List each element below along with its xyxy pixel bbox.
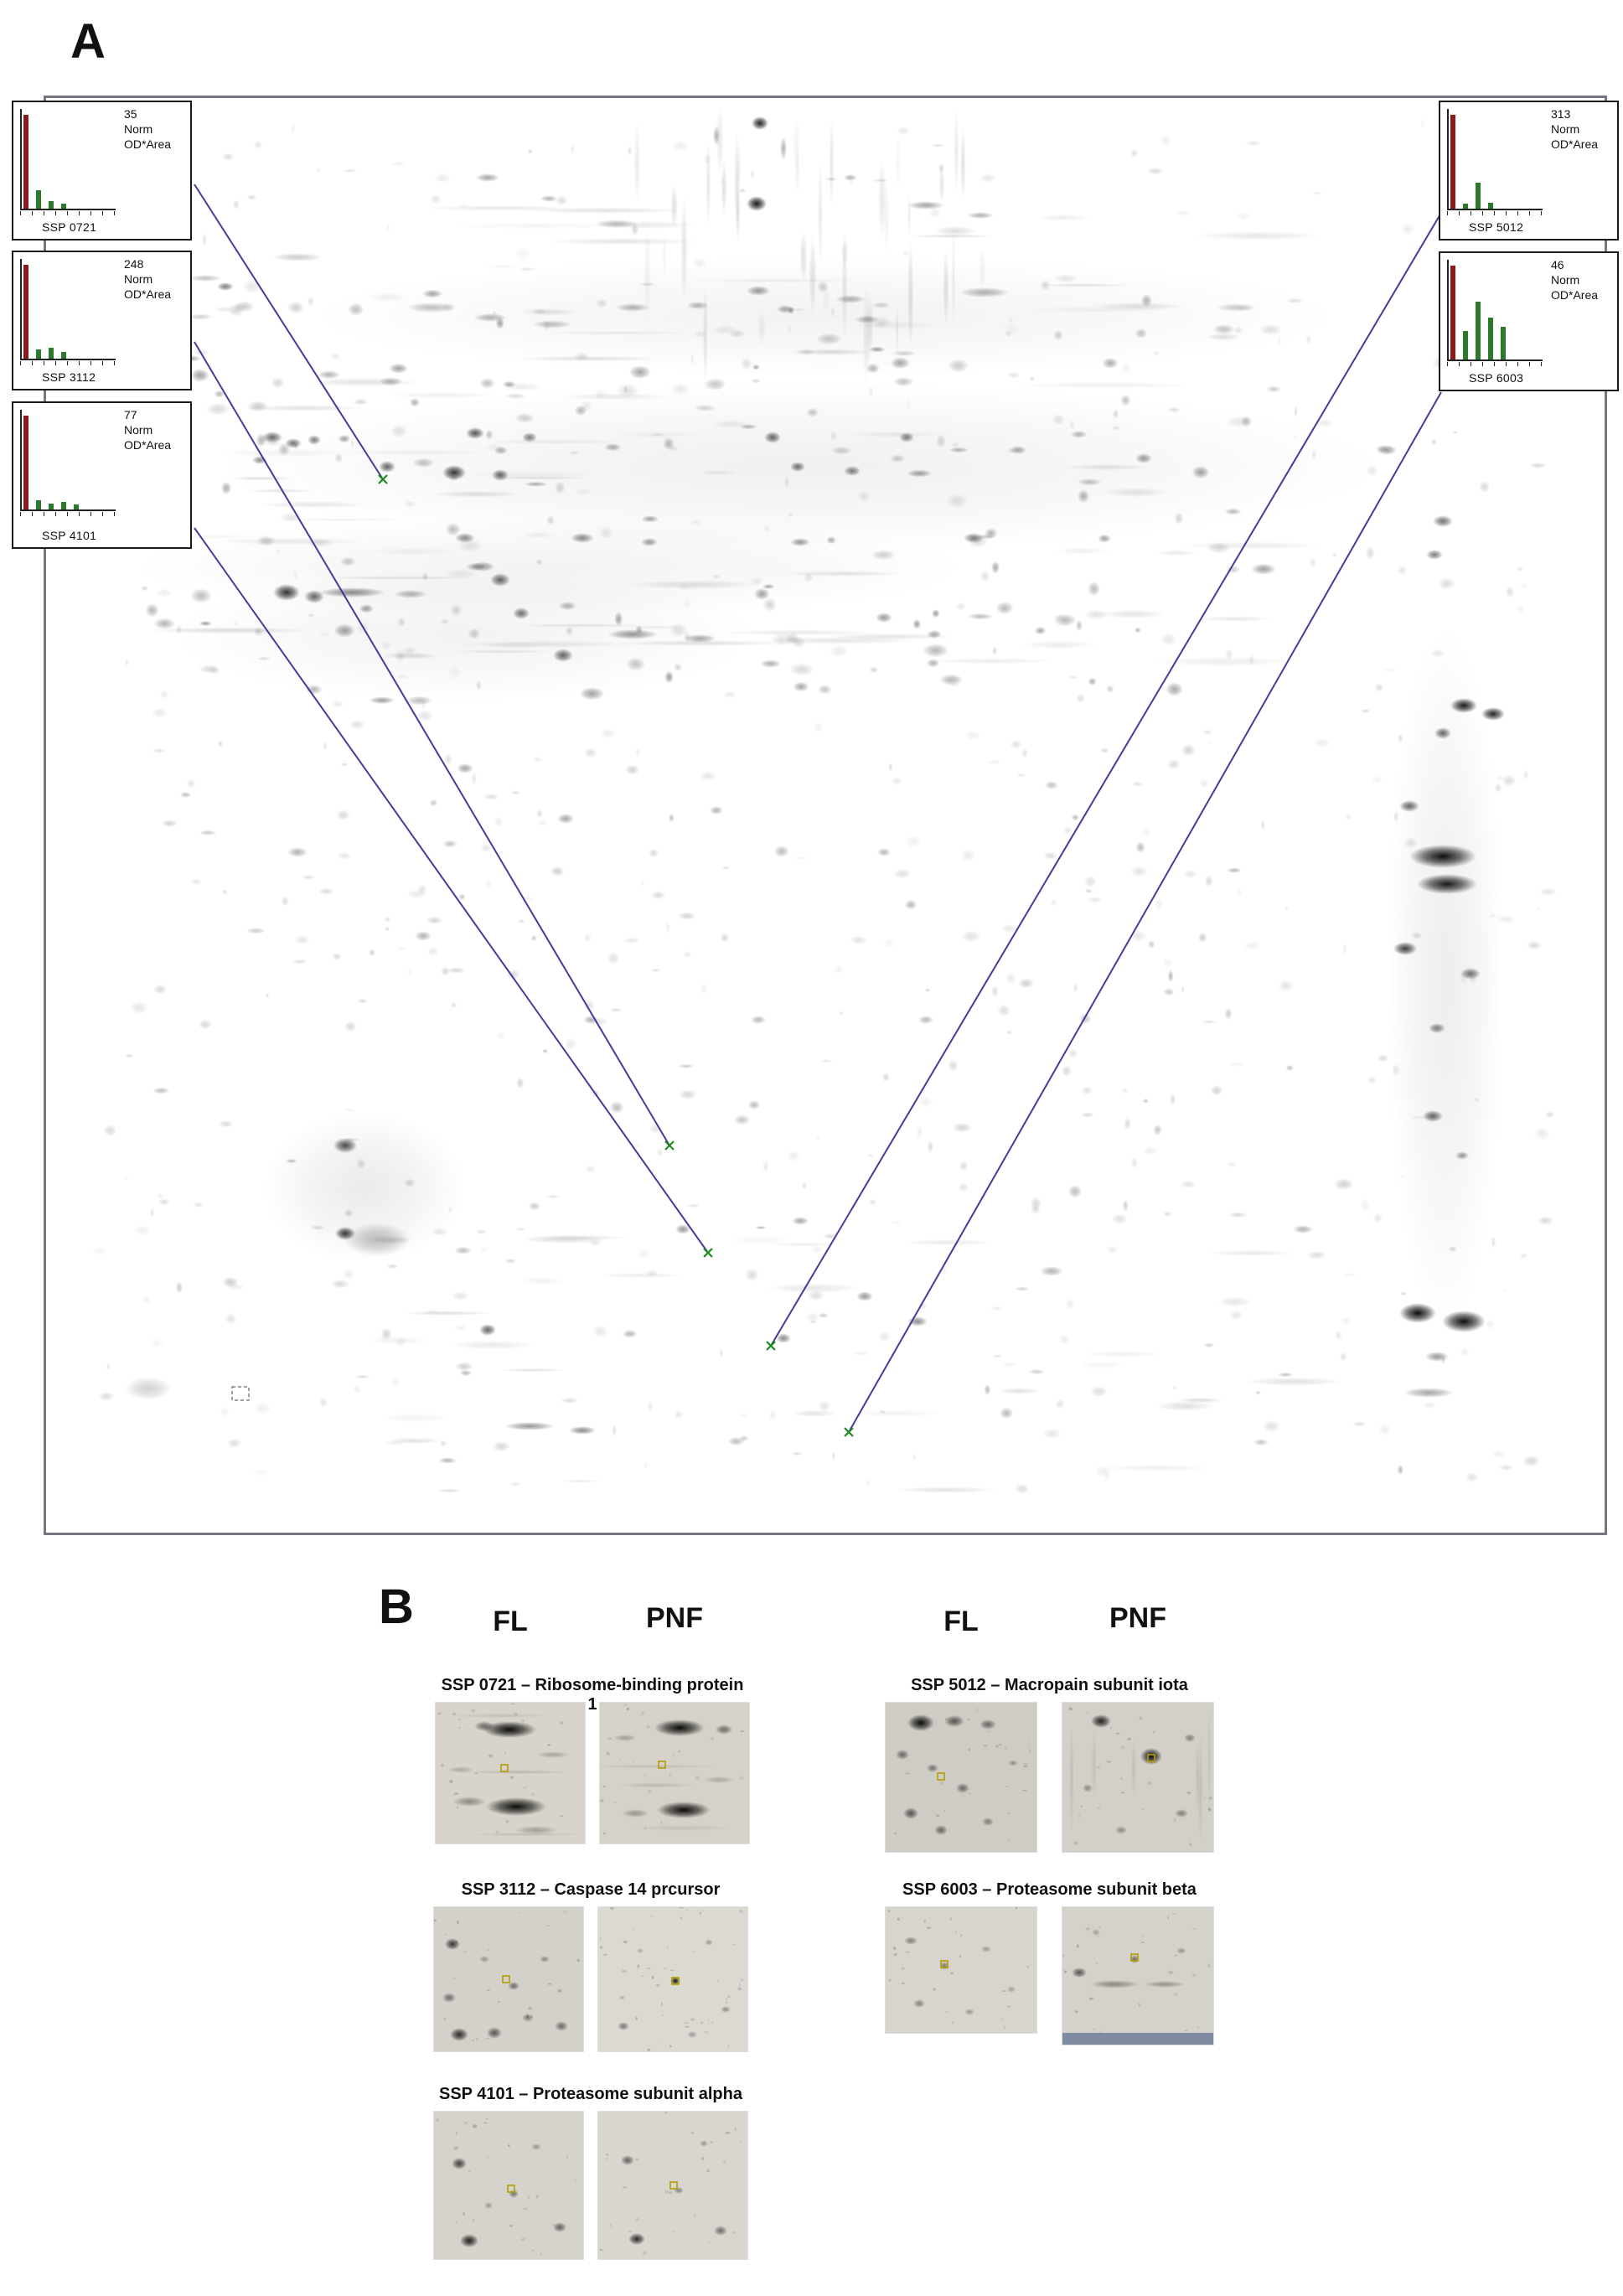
- chart-ticks: [1447, 362, 1543, 366]
- chart-ticks: [20, 361, 116, 365]
- crop-title-ssp6003: SSP 6003 – Proteasome subunit beta: [902, 1880, 1197, 1899]
- inset-bar-chart: [18, 408, 121, 517]
- ssp-label: SSP 6003: [1469, 371, 1524, 385]
- unit-label: OD*Area: [1551, 137, 1599, 151]
- norm-label: Norm: [1551, 273, 1580, 287]
- norm-label: Norm: [124, 272, 153, 286]
- chart-ticks: [20, 211, 116, 215]
- gel-crop-ssp3112-pnf: [598, 1907, 747, 2051]
- unit-label: OD*Area: [124, 137, 172, 151]
- ssp-label: SSP 4101: [42, 529, 97, 542]
- column-header-pnf-left: PNF: [646, 1602, 703, 1634]
- panel-b-label: B: [379, 1580, 414, 1634]
- unit-label: OD*Area: [124, 287, 172, 301]
- chart-y-axis: [20, 410, 22, 511]
- crop-title-ssp3112: SSP 3112 – Caspase 14 prcursor: [461, 1880, 721, 1899]
- spot-value: 248: [124, 257, 144, 271]
- quant-inset-ssp3112: 248 Norm OD*Area SSP 3112: [12, 251, 192, 390]
- spot-connector-overlay: [194, 184, 1442, 1437]
- norm-label: Norm: [1551, 122, 1580, 136]
- ssp-label: SSP 0721: [42, 220, 97, 234]
- ssp-label: SSP 3112: [42, 370, 96, 384]
- gel-crop-ssp5012-fl: [886, 1703, 1036, 1852]
- gel-crop-ssp3112-fl: [434, 1907, 583, 2051]
- gel-crop-ssp6003-fl: [886, 1907, 1036, 2033]
- chart-ticks: [20, 512, 116, 516]
- unit-label: OD*Area: [1551, 288, 1599, 302]
- crop-title-ssp0721: SSP 0721 – Ribosome-binding protein 1: [441, 1676, 744, 1714]
- gel-crop-ssp0721-pnf: [600, 1703, 749, 1844]
- inset-bar-chart: [1445, 107, 1548, 216]
- spot-value: 77: [124, 408, 137, 421]
- norm-label: Norm: [124, 423, 153, 437]
- column-header-fl-left: FL: [493, 1606, 528, 1637]
- unit-label: OD*Area: [124, 438, 172, 452]
- panel-a-label: A: [70, 14, 106, 69]
- spot-value: 35: [124, 107, 137, 121]
- inset-bar-chart: [1445, 258, 1548, 367]
- chart-x-axis: [1447, 209, 1543, 210]
- gel-crop-ssp0721-fl: [436, 1703, 585, 1844]
- chart-y-axis: [20, 259, 22, 360]
- quant-inset-ssp6003: 46 Norm OD*Area SSP 6003: [1439, 251, 1619, 391]
- gel-crop-ssp4101-pnf: [598, 2112, 747, 2259]
- gel-2de-panel: [44, 96, 1607, 1535]
- quant-inset-ssp4101: 77 Norm OD*Area SSP 4101: [12, 401, 192, 549]
- gel-crop-ssp6003-pnf: [1062, 1907, 1213, 2045]
- column-header-pnf-right: PNF: [1109, 1602, 1166, 1634]
- chart-x-axis: [20, 509, 116, 511]
- quant-inset-ssp5012: 313 Norm OD*Area SSP 5012: [1439, 101, 1619, 240]
- chart-y-axis: [20, 109, 22, 210]
- gel-crop-ssp5012-pnf: [1062, 1703, 1213, 1852]
- chart-y-axis: [1447, 109, 1449, 210]
- inset-bar-chart: [18, 257, 121, 366]
- chart-ticks: [1447, 211, 1543, 215]
- inset-bar-chart: [18, 107, 121, 216]
- norm-label: Norm: [124, 122, 153, 136]
- chart-x-axis: [20, 359, 116, 360]
- chart-x-axis: [20, 209, 116, 210]
- gel-crop-ssp4101-fl: [434, 2112, 583, 2259]
- crop-title-ssp4101: SSP 4101 – Proteasome subunit alpha: [439, 2085, 742, 2103]
- spot-value: 46: [1551, 258, 1564, 271]
- column-header-fl-right: FL: [943, 1606, 979, 1637]
- quant-inset-ssp0721: 35 Norm OD*Area SSP 0721: [12, 101, 192, 240]
- gel-image: [91, 105, 1557, 1495]
- crop-title-ssp5012: SSP 5012 – Macropain subunit iota: [911, 1676, 1188, 1694]
- chart-x-axis: [1447, 359, 1543, 361]
- ssp-label: SSP 5012: [1469, 220, 1524, 234]
- spot-value: 313: [1551, 107, 1571, 121]
- chart-y-axis: [1447, 260, 1449, 361]
